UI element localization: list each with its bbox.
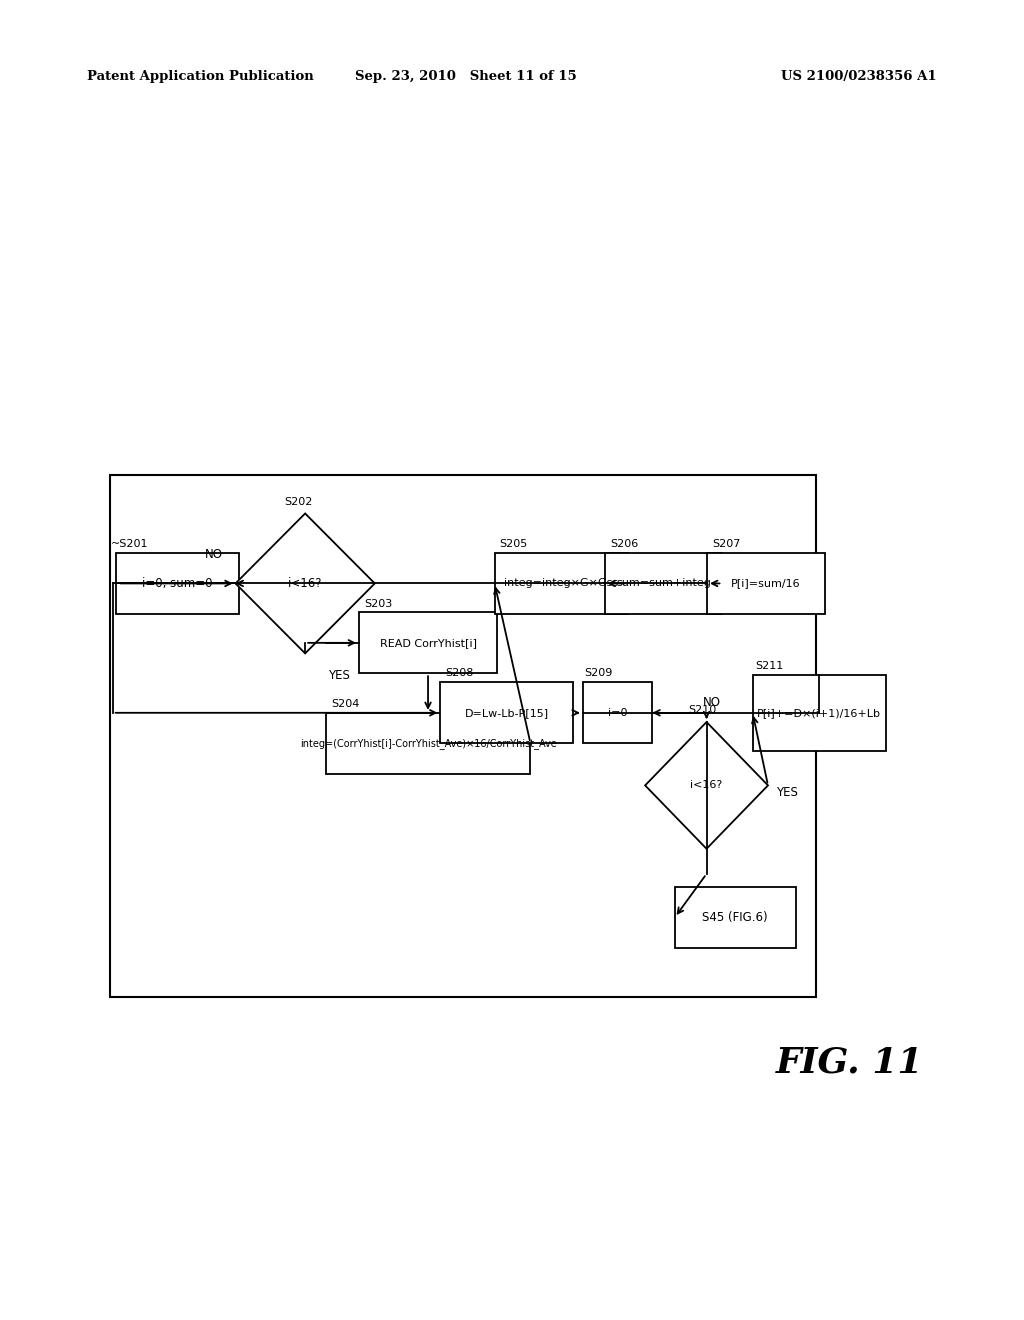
Text: YES: YES	[776, 785, 798, 799]
FancyBboxPatch shape	[675, 887, 796, 948]
Text: S210: S210	[688, 705, 717, 715]
Text: S208: S208	[445, 668, 474, 678]
Text: READ CorrYhist[i]: READ CorrYhist[i]	[380, 638, 476, 648]
Text: S211: S211	[756, 660, 784, 671]
Text: FIG. 11: FIG. 11	[776, 1045, 924, 1080]
Text: P[i]=sum/16: P[i]=sum/16	[731, 578, 801, 589]
Text: NO: NO	[205, 548, 223, 561]
FancyBboxPatch shape	[583, 682, 652, 743]
FancyBboxPatch shape	[440, 682, 573, 743]
FancyBboxPatch shape	[753, 675, 886, 751]
Text: i=0: i=0	[607, 708, 628, 718]
Text: S45 (FIG.6): S45 (FIG.6)	[702, 911, 768, 924]
Text: i<16?: i<16?	[690, 780, 723, 791]
Text: sum=sum+integ: sum=sum+integ	[616, 578, 711, 589]
Text: S209: S209	[585, 668, 613, 678]
Text: integ=integ×G×Gss: integ=integ×G×Gss	[504, 578, 618, 589]
Text: NO: NO	[702, 696, 721, 709]
Text: US 2100/0238356 A1: US 2100/0238356 A1	[781, 70, 937, 83]
FancyBboxPatch shape	[707, 553, 825, 614]
Text: D=Lw-Lb-P[15]: D=Lw-Lb-P[15]	[465, 708, 549, 718]
Text: integ=(CorrYhist[i]-CorrYhist_Ave)×16/CorrYhist_Ave: integ=(CorrYhist[i]-CorrYhist_Ave)×16/Co…	[300, 738, 556, 748]
Text: i<16?: i<16?	[288, 577, 323, 590]
FancyBboxPatch shape	[326, 713, 530, 774]
Text: S203: S203	[365, 598, 392, 609]
Text: S206: S206	[610, 539, 638, 549]
Text: S202: S202	[285, 496, 313, 507]
Text: P[i]+=D×(i+1)/16+Lb: P[i]+=D×(i+1)/16+Lb	[757, 708, 882, 718]
FancyBboxPatch shape	[358, 612, 498, 673]
Polygon shape	[236, 513, 375, 653]
FancyBboxPatch shape	[604, 553, 723, 614]
Text: YES: YES	[328, 669, 349, 682]
Text: ~S201: ~S201	[111, 539, 148, 549]
Text: i=0, sum=0: i=0, sum=0	[142, 577, 212, 590]
Text: S207: S207	[713, 539, 740, 549]
Text: Sep. 23, 2010   Sheet 11 of 15: Sep. 23, 2010 Sheet 11 of 15	[355, 70, 577, 83]
Text: Patent Application Publication: Patent Application Publication	[87, 70, 313, 83]
FancyBboxPatch shape	[116, 553, 239, 614]
Text: S204: S204	[331, 698, 359, 709]
Text: S205: S205	[500, 539, 528, 549]
FancyBboxPatch shape	[495, 553, 628, 614]
Polygon shape	[645, 722, 768, 849]
